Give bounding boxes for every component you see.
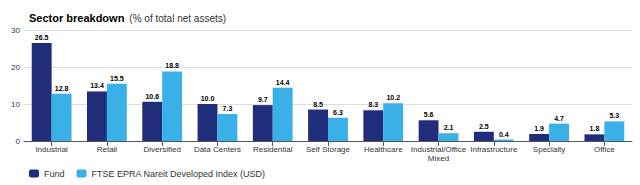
svg-text:15.5: 15.5: [110, 75, 124, 82]
svg-text:13.4: 13.4: [90, 82, 104, 89]
svg-text:Healthcare: Healthcare: [364, 145, 403, 154]
svg-text:12.8: 12.8: [55, 85, 69, 92]
svg-text:10: 10: [11, 100, 20, 109]
svg-text:18.8: 18.8: [165, 62, 179, 69]
svg-text:Specialty: Specialty: [533, 145, 565, 154]
svg-text:5.3: 5.3: [609, 112, 619, 119]
svg-text:Diversified: Diversified: [144, 145, 181, 154]
svg-text:6.3: 6.3: [333, 109, 343, 116]
svg-text:Sector breakdown: Sector breakdown: [29, 12, 125, 24]
svg-text:2.1: 2.1: [444, 124, 454, 131]
svg-text:1.9: 1.9: [534, 125, 544, 132]
svg-text:5.6: 5.6: [424, 111, 434, 118]
svg-text:Industrial/Office: Industrial/Office: [411, 145, 467, 154]
svg-text:Fund: Fund: [44, 169, 65, 179]
svg-text:Retail: Retail: [97, 145, 118, 154]
svg-text:7.3: 7.3: [223, 105, 233, 112]
svg-text:Industrial: Industrial: [35, 145, 68, 154]
svg-text:14.4: 14.4: [276, 79, 290, 86]
svg-text:Infrastructure: Infrastructure: [470, 145, 518, 154]
svg-text:0.4: 0.4: [499, 131, 509, 138]
svg-text:1.8: 1.8: [590, 125, 600, 132]
svg-text:8.5: 8.5: [313, 101, 323, 108]
svg-text:10.0: 10.0: [201, 95, 215, 102]
svg-text:4.7: 4.7: [554, 115, 564, 122]
svg-text:0: 0: [16, 137, 21, 146]
svg-text:Data Centers: Data Centers: [194, 145, 241, 154]
svg-text:(% of total net assets): (% of total net assets): [129, 13, 226, 24]
svg-text:20: 20: [11, 63, 20, 72]
svg-text:2.5: 2.5: [479, 123, 489, 130]
svg-text:30: 30: [11, 26, 20, 35]
svg-text:10.6: 10.6: [145, 93, 159, 100]
svg-text:Office: Office: [594, 145, 615, 154]
svg-text:9.7: 9.7: [258, 96, 268, 103]
svg-text:Self Storage: Self Storage: [306, 145, 351, 154]
svg-text:10.2: 10.2: [386, 94, 400, 101]
svg-text:Residential: Residential: [253, 145, 293, 154]
svg-text:Mixed: Mixed: [428, 154, 449, 163]
svg-text:26.5: 26.5: [35, 34, 49, 41]
svg-text:8.3: 8.3: [368, 101, 378, 108]
svg-text:FTSE EPRA Nareit Developed Ind: FTSE EPRA Nareit Developed Index (USD): [92, 169, 266, 179]
